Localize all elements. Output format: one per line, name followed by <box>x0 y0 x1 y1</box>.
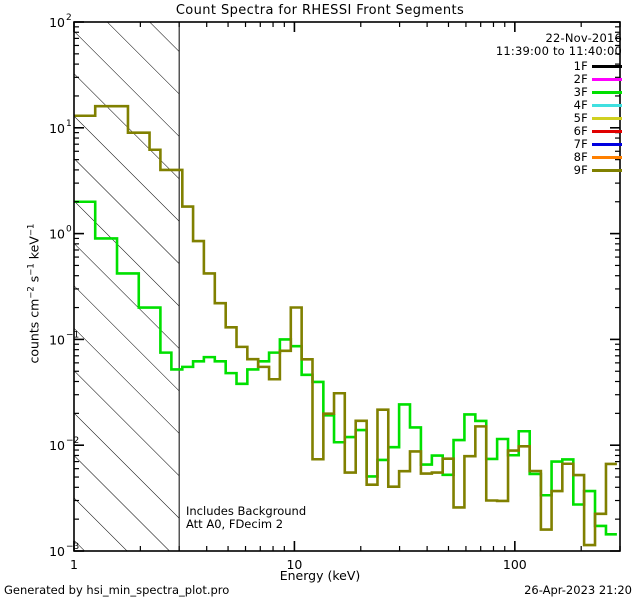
legend-rows: 1F 2F 3F 4F 5F 6F 7F 8F 9F <box>496 60 622 177</box>
legend-color-swatch <box>592 130 622 133</box>
y-tick-exponent: 2 <box>66 13 72 23</box>
x-tick-label: 100 <box>503 557 527 572</box>
legend-item-5f: 5F <box>496 112 622 125</box>
legend-item-1f: 1F <box>496 60 622 73</box>
legend-color-swatch <box>592 117 622 120</box>
footer-generator: Generated by hsi_min_spectra_plot.pro <box>4 583 230 597</box>
legend-item-8f: 8F <box>496 151 622 164</box>
annotation-line-2: Att A0, FDecim 2 <box>186 517 284 531</box>
y-tick-label: 10 <box>49 332 65 347</box>
series-9f <box>74 104 617 547</box>
legend-label: 4F <box>573 98 588 112</box>
hatched-region <box>74 22 180 551</box>
y-tick-label: 10 <box>49 438 65 453</box>
y-tick-label: 10 <box>49 227 65 242</box>
x-axis-label: Energy (keV) <box>279 568 361 583</box>
legend-label: 8F <box>573 150 588 164</box>
legend-label: 9F <box>573 163 588 177</box>
legend-label: 3F <box>573 85 588 99</box>
legend-item-7f: 7F <box>496 138 622 151</box>
legend-item-2f: 2F <box>496 73 622 86</box>
observation-date: 22-Nov-2016 <box>545 31 622 45</box>
y-tick-label: 10 <box>49 121 65 136</box>
annotation-line-1: Includes Background <box>186 504 307 518</box>
y-tick-exponent: −3 <box>66 542 79 552</box>
plot-frame <box>73 21 621 552</box>
legend-label: 1F <box>573 59 588 73</box>
page-title: Count Spectra for RHESSI Front Segments <box>175 3 465 18</box>
legend-label: 2F <box>573 72 588 86</box>
legend-item-4f: 4F <box>496 99 622 112</box>
legend-item-6f: 6F <box>496 125 622 138</box>
legend-color-swatch <box>592 143 622 146</box>
legend-color-swatch <box>592 169 622 172</box>
legend-color-swatch <box>592 78 622 81</box>
legend-item-9f: 9F <box>496 164 622 177</box>
x-tick-label: 1 <box>70 557 78 572</box>
legend-color-swatch <box>592 65 622 68</box>
data-series-group <box>74 104 617 547</box>
legend-label: 6F <box>573 124 588 138</box>
legend-label: 5F <box>573 111 588 125</box>
legend-item-3f: 3F <box>496 86 622 99</box>
observation-time-range: 11:39:00 to 11:40:00 <box>495 44 622 58</box>
y-tick-exponent: 1 <box>66 119 72 129</box>
y-tick-exponent: 0 <box>66 225 72 235</box>
legend: 22-Nov-2016 11:39:00 to 11:40:00 1F 2F 3F 4… <box>496 32 622 177</box>
x-tick-label: 10 <box>286 557 302 572</box>
y-axis-label: counts cm−2 s−1 keV−1 <box>26 223 42 364</box>
legend-color-swatch <box>592 91 622 94</box>
y-tick-exponent: −2 <box>66 436 79 446</box>
legend-label: 7F <box>573 137 588 151</box>
plot-annotation: Includes Background Att A0, FDecim 2 <box>186 505 306 531</box>
footer-timestamp: 26-Apr-2023 21:20 <box>524 583 632 597</box>
legend-color-swatch <box>592 104 622 107</box>
y-tick-label: 10 <box>49 544 65 559</box>
y-tick-label: 10 <box>49 15 65 30</box>
y-tick-exponent: −1 <box>66 330 79 340</box>
legend-color-swatch <box>592 156 622 159</box>
